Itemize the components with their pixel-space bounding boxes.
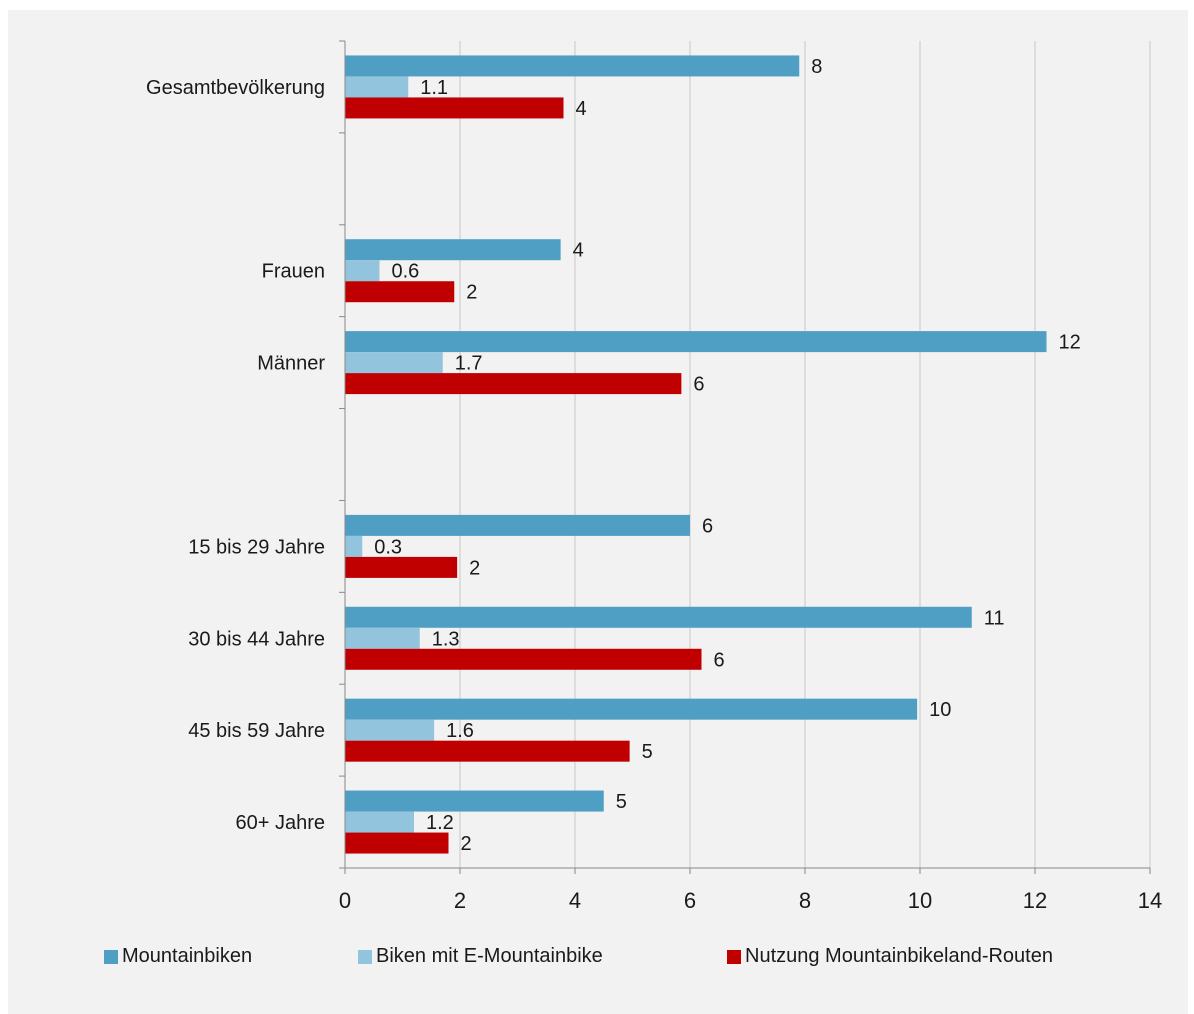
bar-biken-mit-e-mountainbike bbox=[345, 535, 363, 557]
data-label: 8 bbox=[811, 56, 822, 78]
data-label: 2 bbox=[466, 282, 477, 304]
bar-nutzung-mountainbikeland-routen bbox=[345, 648, 702, 670]
x-tick-label: 12 bbox=[1023, 888, 1047, 913]
category-label: 30 bis 44 Jahre bbox=[188, 628, 325, 650]
bar-nutzung-mountainbikeland-routen bbox=[345, 740, 630, 762]
data-label: 0.3 bbox=[374, 536, 402, 558]
x-tick-label: 4 bbox=[569, 888, 581, 913]
bar-mountainbiken bbox=[345, 606, 972, 628]
bar-biken-mit-e-mountainbike bbox=[345, 627, 420, 649]
bar-mountainbiken bbox=[345, 239, 561, 261]
data-label: 12 bbox=[1059, 332, 1081, 354]
chart-frame bbox=[8, 10, 1188, 1014]
data-label: 1.6 bbox=[446, 720, 474, 742]
bar-biken-mit-e-mountainbike bbox=[345, 352, 443, 374]
legend-swatch bbox=[358, 949, 372, 964]
bar-mountainbiken bbox=[345, 55, 800, 77]
bar-nutzung-mountainbikeland-routen bbox=[345, 373, 682, 395]
bar-biken-mit-e-mountainbike bbox=[345, 811, 414, 833]
bar-biken-mit-e-mountainbike bbox=[345, 76, 409, 98]
x-tick-label: 6 bbox=[684, 888, 696, 913]
data-label: 5 bbox=[642, 741, 653, 763]
data-label: 2 bbox=[469, 557, 480, 579]
bar-nutzung-mountainbikeland-routen bbox=[345, 97, 564, 119]
legend-item: Nutzung Mountainbikeland-Routen bbox=[727, 945, 1053, 968]
legend-item: Biken mit E-Mountainbike bbox=[358, 945, 603, 968]
data-label: 6 bbox=[714, 649, 725, 671]
x-tick-label: 10 bbox=[908, 888, 932, 913]
legend-label: Nutzung Mountainbikeland-Routen bbox=[745, 945, 1053, 967]
data-label: 6 bbox=[693, 374, 704, 396]
data-label: 1.2 bbox=[426, 812, 454, 834]
data-label: 6 bbox=[702, 515, 713, 537]
bar-mountainbiken bbox=[345, 698, 918, 720]
bar-mountainbiken bbox=[345, 514, 690, 536]
data-label: 4 bbox=[573, 240, 584, 262]
legend-label: Biken mit E-Mountainbike bbox=[376, 945, 603, 967]
bar-nutzung-mountainbikeland-routen bbox=[345, 832, 449, 854]
category-label: Gesamtbevölkerung bbox=[146, 77, 325, 99]
bar-biken-mit-e-mountainbike bbox=[345, 260, 380, 282]
data-label: 10 bbox=[929, 699, 951, 721]
x-tick-label: 2 bbox=[454, 888, 466, 913]
data-label: 0.6 bbox=[392, 261, 420, 283]
category-label: 60+ Jahre bbox=[235, 812, 325, 834]
bar-mountainbiken bbox=[345, 790, 604, 812]
legend-swatch bbox=[104, 949, 118, 964]
category-label: Frauen bbox=[262, 261, 325, 283]
x-tick-label: 14 bbox=[1138, 888, 1162, 913]
data-label: 4 bbox=[576, 98, 587, 120]
legend-swatch bbox=[727, 949, 741, 964]
category-label: Männer bbox=[257, 353, 325, 375]
category-label: 45 bis 59 Jahre bbox=[188, 720, 325, 742]
x-tick-label: 0 bbox=[339, 888, 351, 913]
data-label: 2 bbox=[461, 833, 472, 855]
data-label: 5 bbox=[616, 791, 627, 813]
data-label: 1.3 bbox=[432, 628, 460, 650]
bar-nutzung-mountainbikeland-routen bbox=[345, 556, 458, 578]
category-label: 15 bis 29 Jahre bbox=[188, 536, 325, 558]
legend-item: Mountainbiken bbox=[104, 945, 252, 968]
bar-nutzung-mountainbikeland-routen bbox=[345, 281, 455, 303]
bar-mountainbiken bbox=[345, 331, 1047, 353]
data-label: 1.1 bbox=[420, 77, 448, 99]
legend-label: Mountainbiken bbox=[122, 945, 253, 967]
data-label: 1.7 bbox=[455, 353, 483, 375]
x-tick-label: 8 bbox=[799, 888, 811, 913]
chart-legend: Mountainbiken Biken mit E-Mountainbike Nut… bbox=[0, 945, 1194, 985]
bar-biken-mit-e-mountainbike bbox=[345, 719, 435, 741]
data-label: 11 bbox=[984, 607, 1005, 629]
